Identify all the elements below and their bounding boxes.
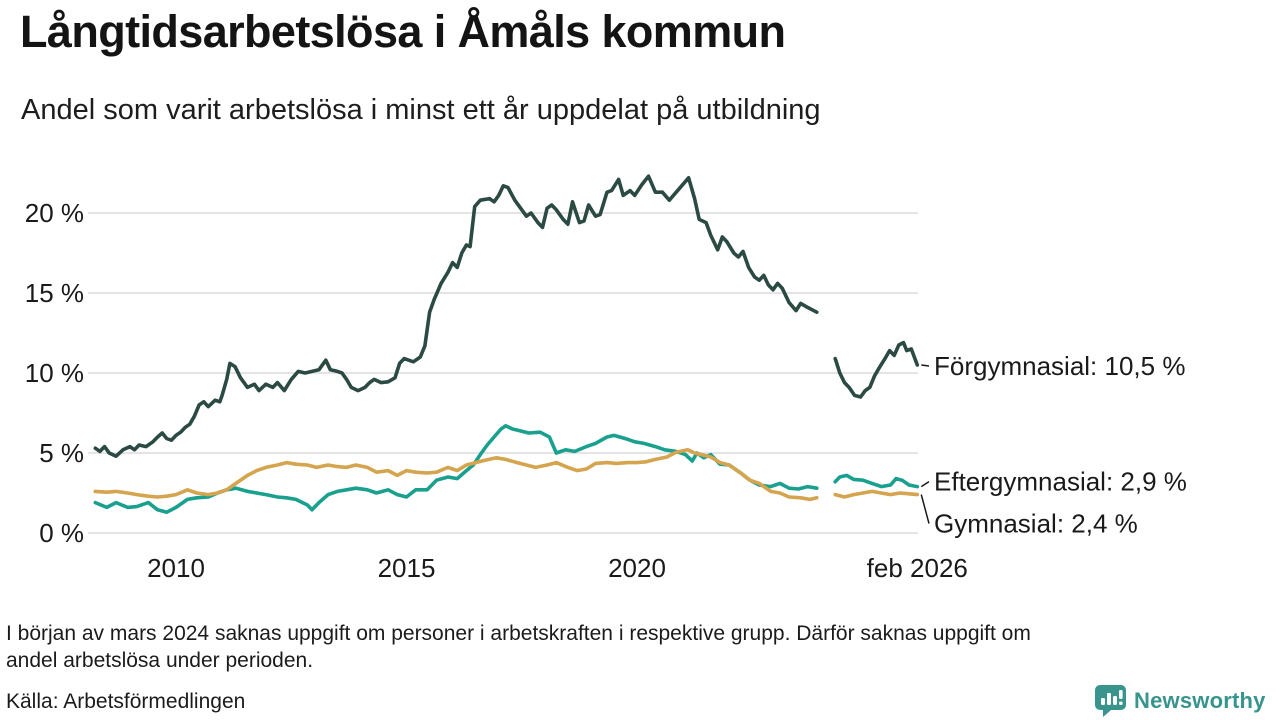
x-tick-label-2010: 2010 [147, 553, 205, 583]
logo-bar-1 [1101, 698, 1105, 705]
series-line-forgymnasial-seg2 [833, 340, 920, 399]
y-tick-label-15: 15 % [25, 278, 84, 308]
y-tick-label-5: 5 % [39, 438, 84, 468]
series-line-eftergymnasial-seg2 [833, 473, 920, 489]
y-tick-label-10: 10 % [25, 358, 84, 388]
series-line-forgymnasial-seg1 [93, 174, 819, 458]
series-end-label-forgymnasial: Förgymnasial: 10,5 % [934, 351, 1185, 381]
x-tick-label-feb-2026: feb 2026 [867, 553, 968, 583]
chart-subtitle: Andel som varit arbetslösa i minst ett å… [21, 94, 821, 126]
footnote-line-1: I början av mars 2024 saknas uppgift om … [6, 622, 1031, 645]
newsworthy-logo: Newsworthy [1094, 684, 1266, 717]
series-line-gymnasial-seg1 [93, 448, 819, 502]
logo-exclamation-bar [1119, 690, 1123, 699]
source-label: Källa: Arbetsförmedlingen [6, 690, 246, 713]
label-leader-gymnasial [920, 494, 930, 524]
label-leader-forgymnasial [921, 364, 930, 367]
series-line-gymnasial-seg2 [833, 489, 920, 499]
y-tick-label-0: 0 % [39, 518, 84, 548]
logo-bar-3 [1113, 696, 1117, 705]
logo-bar-2 [1107, 693, 1111, 705]
newsworthy-logo-text: Newsworthy [1134, 687, 1266, 713]
series-end-label-eftergymnasial: Eftergymnasial: 2,9 % [934, 467, 1187, 497]
footnote-line-2: andel arbetslösa under perioden. [6, 649, 314, 672]
logo-exclamation-dot [1119, 701, 1123, 705]
chart-footnote: I början av mars 2024 saknas uppgift om … [6, 620, 1031, 674]
x-tick-label-2015: 2015 [378, 553, 436, 583]
series-end-label-gymnasial: Gymnasial: 2,4 % [934, 509, 1138, 539]
chart-title: Långtidsarbetslösa i Åmåls kommun [20, 6, 786, 57]
x-tick-label-2020: 2020 [608, 553, 666, 583]
label-leader-eftergymnasial [920, 480, 930, 488]
newsworthy-logo-icon [1094, 684, 1127, 717]
y-tick-label-20: 20 % [25, 198, 84, 228]
